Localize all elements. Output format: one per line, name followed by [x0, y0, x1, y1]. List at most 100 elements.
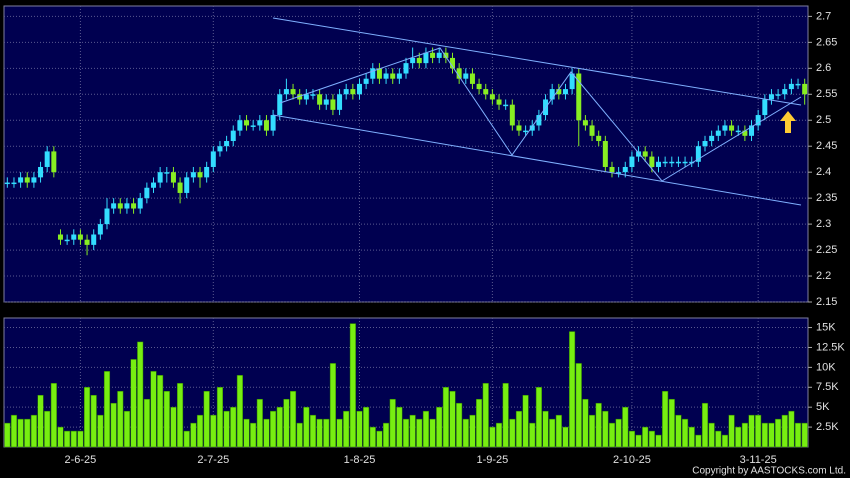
volume-bar: [4, 422, 11, 448]
volume-bar: [502, 383, 509, 448]
candle-body: [423, 52, 429, 64]
candle-body: [71, 234, 77, 240]
volume-bar: [708, 422, 715, 448]
candle-body: [44, 151, 50, 167]
candle-body: [695, 146, 701, 162]
candle-body: [91, 234, 97, 245]
candle-body: [131, 203, 137, 209]
y-tick-label: 2.7: [816, 10, 831, 22]
candle-body: [589, 125, 595, 136]
candle-body: [376, 68, 382, 79]
candle-body: [363, 78, 369, 84]
candle-body: [184, 177, 190, 193]
volume-bar: [409, 414, 416, 448]
candle-body: [636, 151, 642, 157]
y2-tick-label: 12.5K: [816, 341, 845, 353]
candle-body: [416, 57, 422, 64]
candle-body: [124, 203, 130, 209]
volume-bar: [190, 422, 197, 448]
candle-body: [84, 239, 90, 245]
candle-body: [277, 94, 283, 116]
volume-bar: [356, 410, 363, 448]
candle-body: [350, 89, 356, 95]
candle-body: [516, 125, 522, 131]
zigzag-line: [279, 47, 802, 182]
volume-bar: [622, 406, 629, 448]
x-tick-label: 1-9-25: [476, 454, 508, 466]
candle-body: [562, 89, 568, 95]
candle-body: [655, 161, 661, 167]
candle-body: [283, 89, 289, 95]
candle-body: [669, 161, 675, 164]
volume-bar: [715, 430, 722, 448]
volume-bar: [130, 359, 137, 448]
volume-bar: [655, 434, 662, 448]
y-tick-label: 2.65: [816, 36, 837, 48]
trend-line: [272, 114, 802, 206]
candle-body: [782, 89, 788, 95]
candle-body: [489, 94, 495, 100]
y-tick-label: 2.2: [816, 270, 831, 282]
y2-tick-label: 5K: [816, 401, 830, 413]
y-tick-label: 2.55: [816, 88, 837, 100]
volume-bar: [123, 410, 130, 448]
candle-body: [303, 94, 309, 100]
volume-bar: [529, 422, 536, 448]
candle-body: [151, 182, 157, 188]
candle-body: [735, 130, 741, 133]
volume-bar: [329, 363, 336, 448]
candle-body: [403, 63, 409, 74]
trend-lines: [272, 17, 802, 206]
candle-body: [204, 166, 210, 178]
candle-body: [257, 120, 263, 126]
candle-body: [177, 182, 183, 193]
volume-bar: [203, 391, 210, 448]
candle-body: [237, 120, 243, 131]
candle-body: [476, 83, 482, 90]
candle-body: [596, 135, 602, 142]
volume-bar: [608, 422, 616, 448]
volume-bar: [50, 383, 57, 448]
candle-body: [529, 125, 535, 131]
candle-body: [24, 177, 30, 183]
y-tick-label: 2.35: [816, 192, 837, 204]
volume-bar: [668, 398, 675, 448]
volume-bar: [549, 418, 556, 448]
candle-body: [549, 89, 555, 100]
candle-body: [722, 125, 728, 131]
candle-body: [576, 73, 582, 121]
volume-bar: [476, 398, 483, 448]
volume-bar: [695, 434, 702, 448]
volume-bar: [30, 414, 37, 448]
candle-body: [443, 52, 449, 58]
candle-body: [224, 141, 230, 147]
candle-body: [436, 52, 442, 58]
candle-body: [356, 83, 362, 95]
candle-body: [383, 73, 389, 79]
candle-body: [795, 83, 801, 86]
volume-bar: [575, 363, 582, 448]
candle-body: [569, 73, 575, 90]
volume-bar: [628, 430, 635, 448]
y2-tick-label: 10K: [816, 361, 836, 373]
candle-body: [702, 141, 708, 147]
volume-bar: [495, 422, 503, 448]
volume-bar: [103, 371, 111, 448]
y-tick-label: 2.4: [816, 166, 831, 178]
volume-bar: [263, 418, 270, 448]
volume-bar: [196, 414, 204, 448]
volume-bar: [143, 398, 150, 448]
candle-body: [483, 89, 489, 95]
volume-bar: [682, 418, 689, 448]
volume-bar: [728, 414, 735, 448]
x-tick-label: 2-6-25: [65, 454, 97, 466]
y-tick-label: 2.15: [816, 296, 837, 308]
candle-body: [616, 172, 622, 174]
candle-body: [768, 94, 774, 100]
candle-body: [144, 187, 150, 199]
x-tick-label: 2-10-25: [613, 454, 651, 466]
candle-body: [263, 120, 269, 131]
volume-bar: [402, 418, 410, 448]
volume-bar: [383, 422, 390, 448]
candle-body: [297, 94, 303, 100]
